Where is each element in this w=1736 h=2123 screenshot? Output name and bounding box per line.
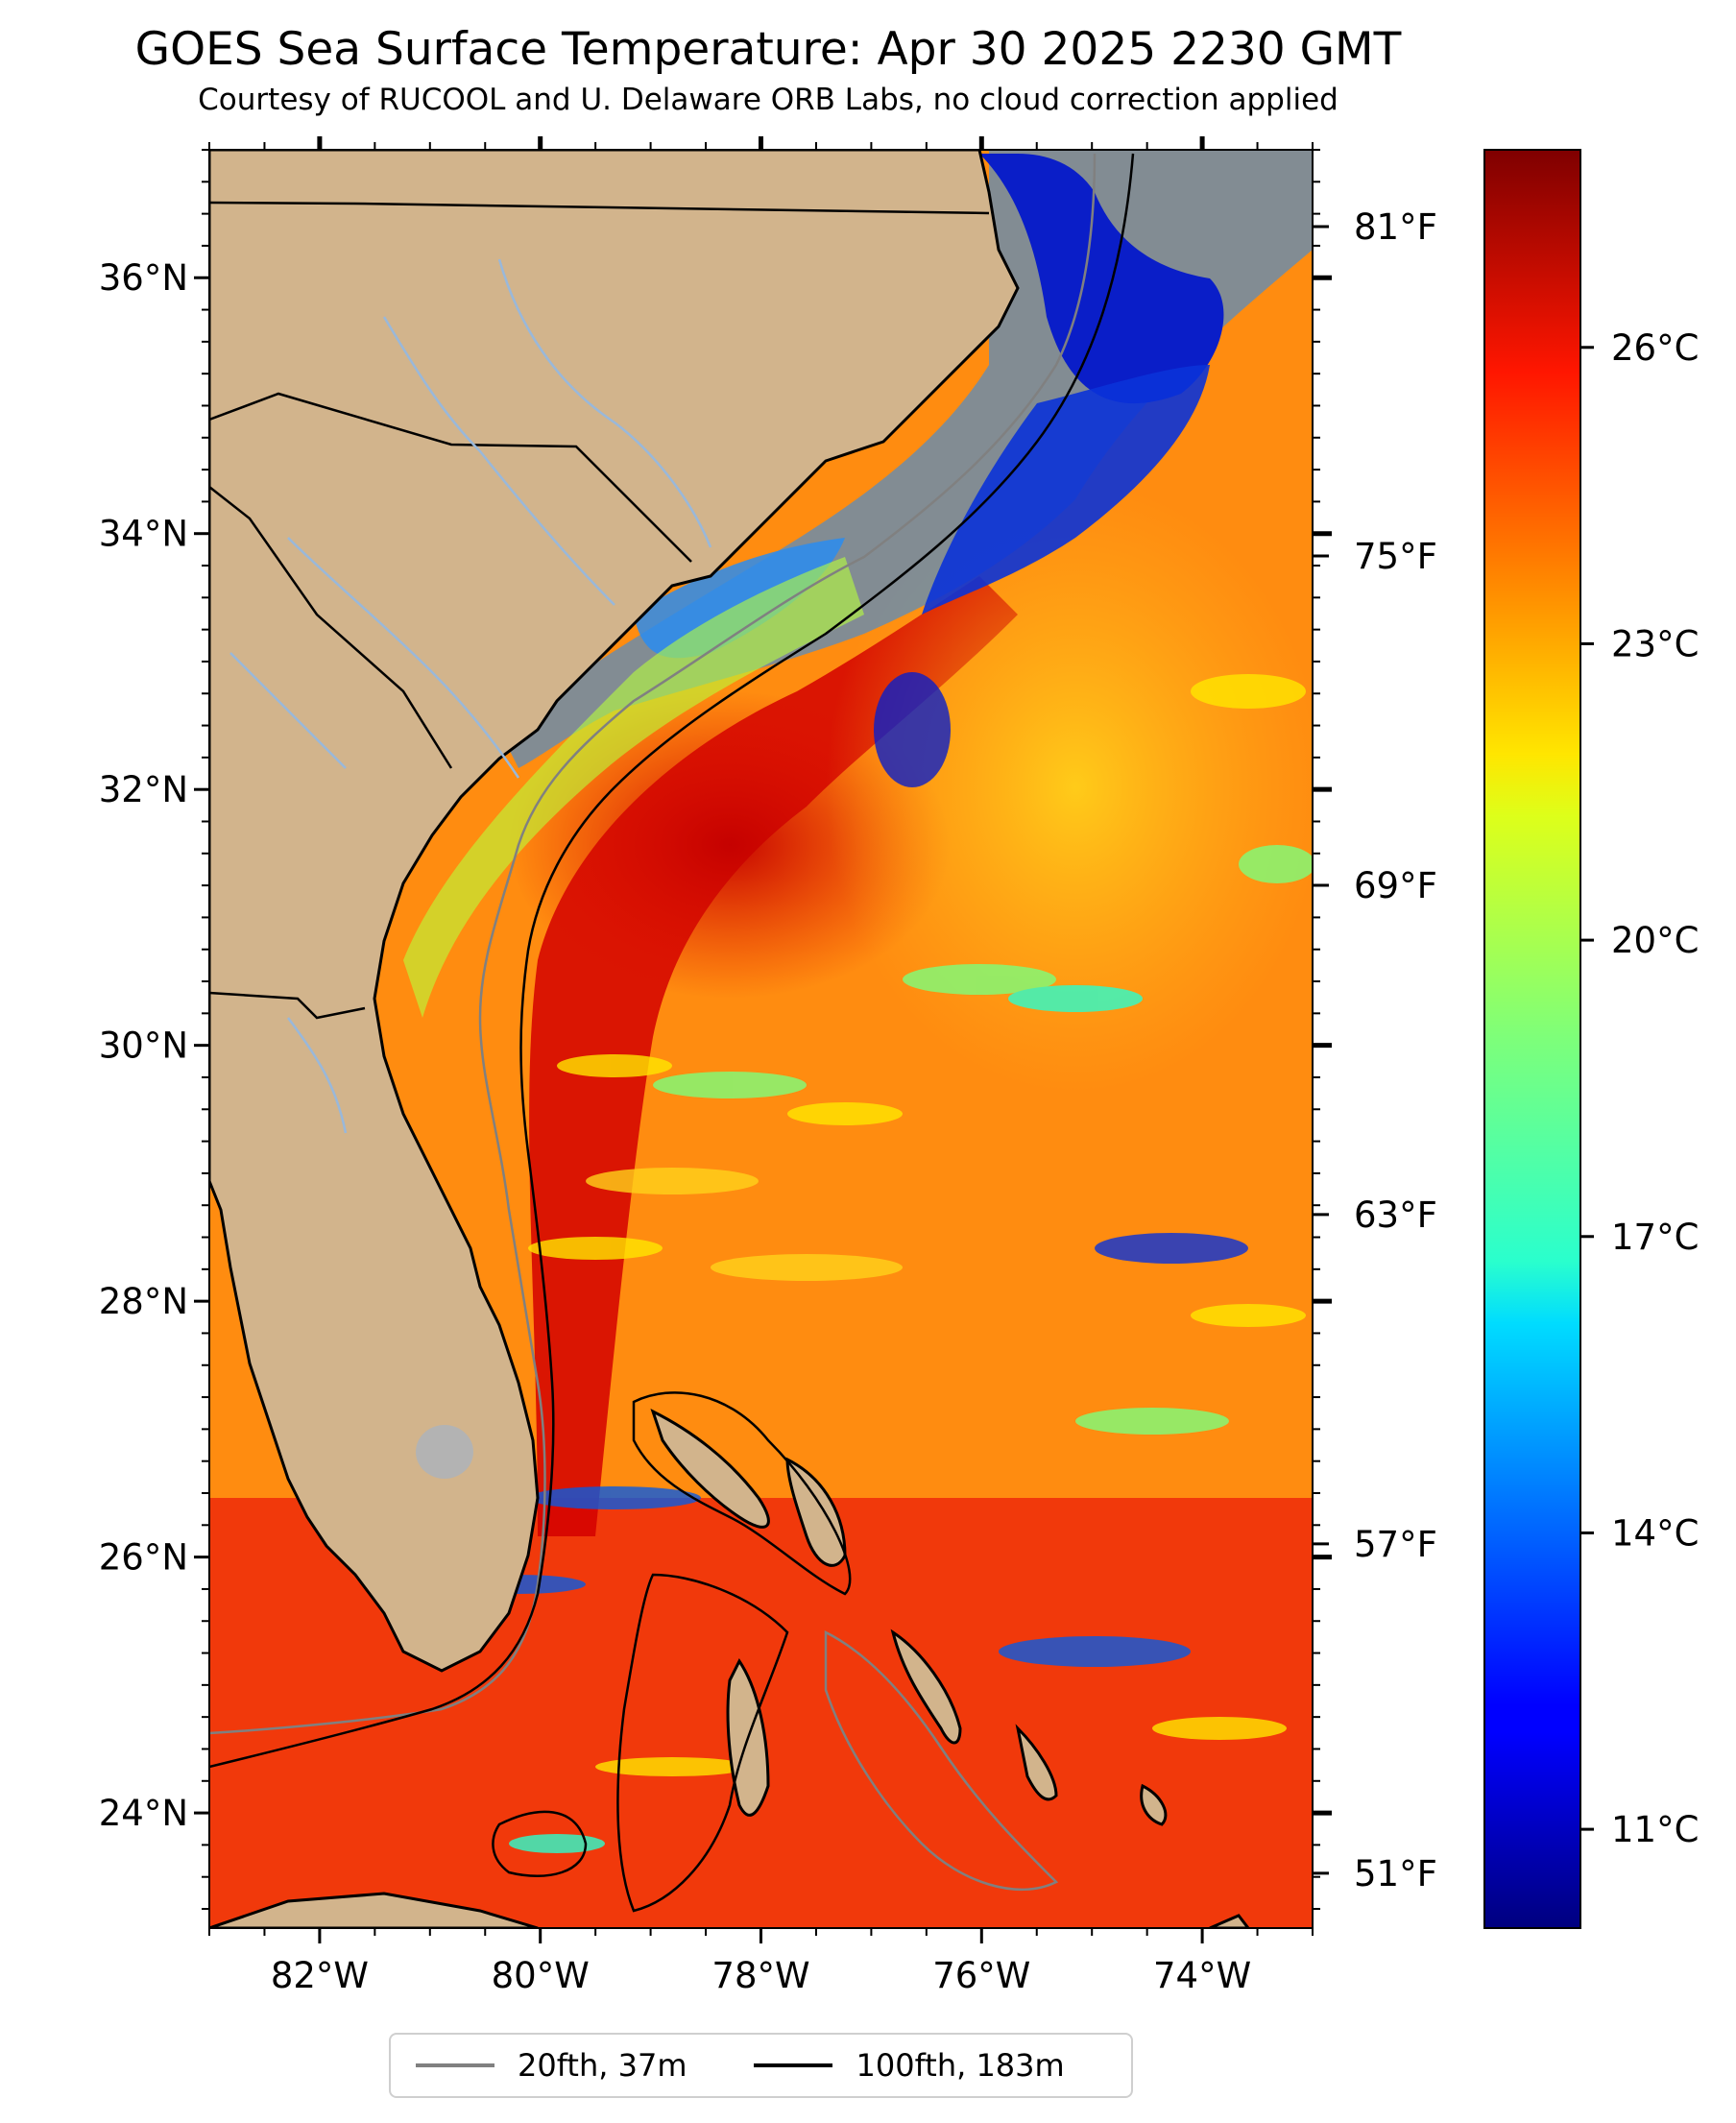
lat-tick-label-0: 36°N bbox=[99, 257, 188, 299]
legend-item-100fth: 100fth, 183m bbox=[754, 2047, 1065, 2084]
fahrenheit-tick-label-3: 69°F bbox=[1354, 865, 1437, 906]
legend-item-20fth: 20fth, 37m bbox=[416, 2047, 687, 2084]
cold-water-cape-hatteras bbox=[922, 365, 1210, 615]
lat-tick-label-5: 26°N bbox=[99, 1537, 188, 1579]
land-cuba bbox=[209, 1892, 539, 1928]
isobath-legend: 20fth, 37m 100fth, 183m bbox=[389, 2033, 1133, 2098]
colorbar bbox=[1483, 149, 1581, 1929]
celsius-tick-label-5: 26°C bbox=[1611, 327, 1699, 369]
map-subtitle: Courtesy of RUCOOL and U. Delaware ORB L… bbox=[198, 83, 1338, 117]
state-borders bbox=[209, 201, 990, 1020]
fahrenheit-tick-label-2: 63°F bbox=[1354, 1194, 1437, 1236]
lon-tick-label-3: 76°W bbox=[932, 1955, 1030, 1996]
lat-tick-label-2: 32°N bbox=[99, 769, 188, 810]
longitude-axis: 82°W 80°W 78°W 76°W 74°W bbox=[271, 136, 1251, 1996]
lake-okeechobee bbox=[416, 1425, 473, 1479]
celsius-tick-label-1: 14°C bbox=[1611, 1512, 1699, 1554]
colorbar-celsius-axis: 11°C 14°C 17°C 20°C 23°C 26°C bbox=[1580, 327, 1699, 1850]
lon-tick-label-4: 74°W bbox=[1153, 1955, 1251, 1996]
isobath-cay-sal bbox=[492, 1810, 588, 1877]
isobath-bahamas-100fth bbox=[632, 1391, 852, 1596]
minor-ticks bbox=[202, 142, 1320, 1936]
nearshore-cool-band bbox=[403, 557, 864, 1018]
cold-water-nearshore bbox=[634, 538, 845, 659]
fahrenheit-tick-label-0: 51°F bbox=[1354, 1853, 1437, 1894]
isobath-great-bahama-bank bbox=[824, 1629, 1059, 1891]
isobath-tongue-of-ocean bbox=[616, 1573, 789, 1913]
isobath-20fth bbox=[209, 153, 1097, 1735]
lat-tick-label-1: 34°N bbox=[99, 514, 188, 555]
land-us-southeast bbox=[209, 150, 1020, 1673]
colorbar-fahrenheit-axis: 51°F 57°F 63°F 69°F 75°F 81°F bbox=[1313, 206, 1437, 1894]
legend-line-100fth bbox=[754, 2063, 833, 2067]
map-title: GOES Sea Surface Temperature: Apr 30 202… bbox=[134, 23, 1402, 76]
lon-tick-label-2: 78°W bbox=[711, 1955, 809, 1996]
celsius-tick-label-3: 20°C bbox=[1611, 920, 1699, 961]
fahrenheit-tick-label-1: 57°F bbox=[1354, 1524, 1437, 1565]
lon-tick-label-1: 80°W bbox=[492, 1955, 590, 1996]
fahrenheit-tick-label-5: 81°F bbox=[1354, 206, 1437, 248]
land-cuba-east bbox=[1209, 1914, 1250, 1928]
celsius-tick-label-4: 23°C bbox=[1611, 623, 1699, 664]
celsius-tick-label-2: 17°C bbox=[1611, 1217, 1699, 1258]
lat-tick-label-3: 30°N bbox=[99, 1025, 188, 1067]
cloud-streaks bbox=[451, 672, 1313, 1853]
isobath-100fth bbox=[209, 153, 1135, 1769]
rivers bbox=[229, 258, 712, 1134]
fahrenheit-tick-label-4: 75°F bbox=[1354, 536, 1437, 577]
celsius-tick-label-0: 11°C bbox=[1611, 1809, 1699, 1850]
lon-tick-label-0: 82°W bbox=[271, 1955, 369, 1996]
cold-water-outer-banks bbox=[979, 154, 1224, 404]
legend-label-20fth: 20fth, 37m bbox=[518, 2047, 687, 2084]
legend-line-20fth bbox=[416, 2063, 494, 2067]
lat-tick-label-4: 28°N bbox=[99, 1281, 188, 1322]
legend-label-100fth: 100fth, 183m bbox=[856, 2047, 1065, 2084]
offshore-warm-ring bbox=[826, 480, 1313, 1095]
sst-map bbox=[209, 150, 1313, 1928]
lat-tick-label-6: 24°N bbox=[99, 1793, 188, 1834]
